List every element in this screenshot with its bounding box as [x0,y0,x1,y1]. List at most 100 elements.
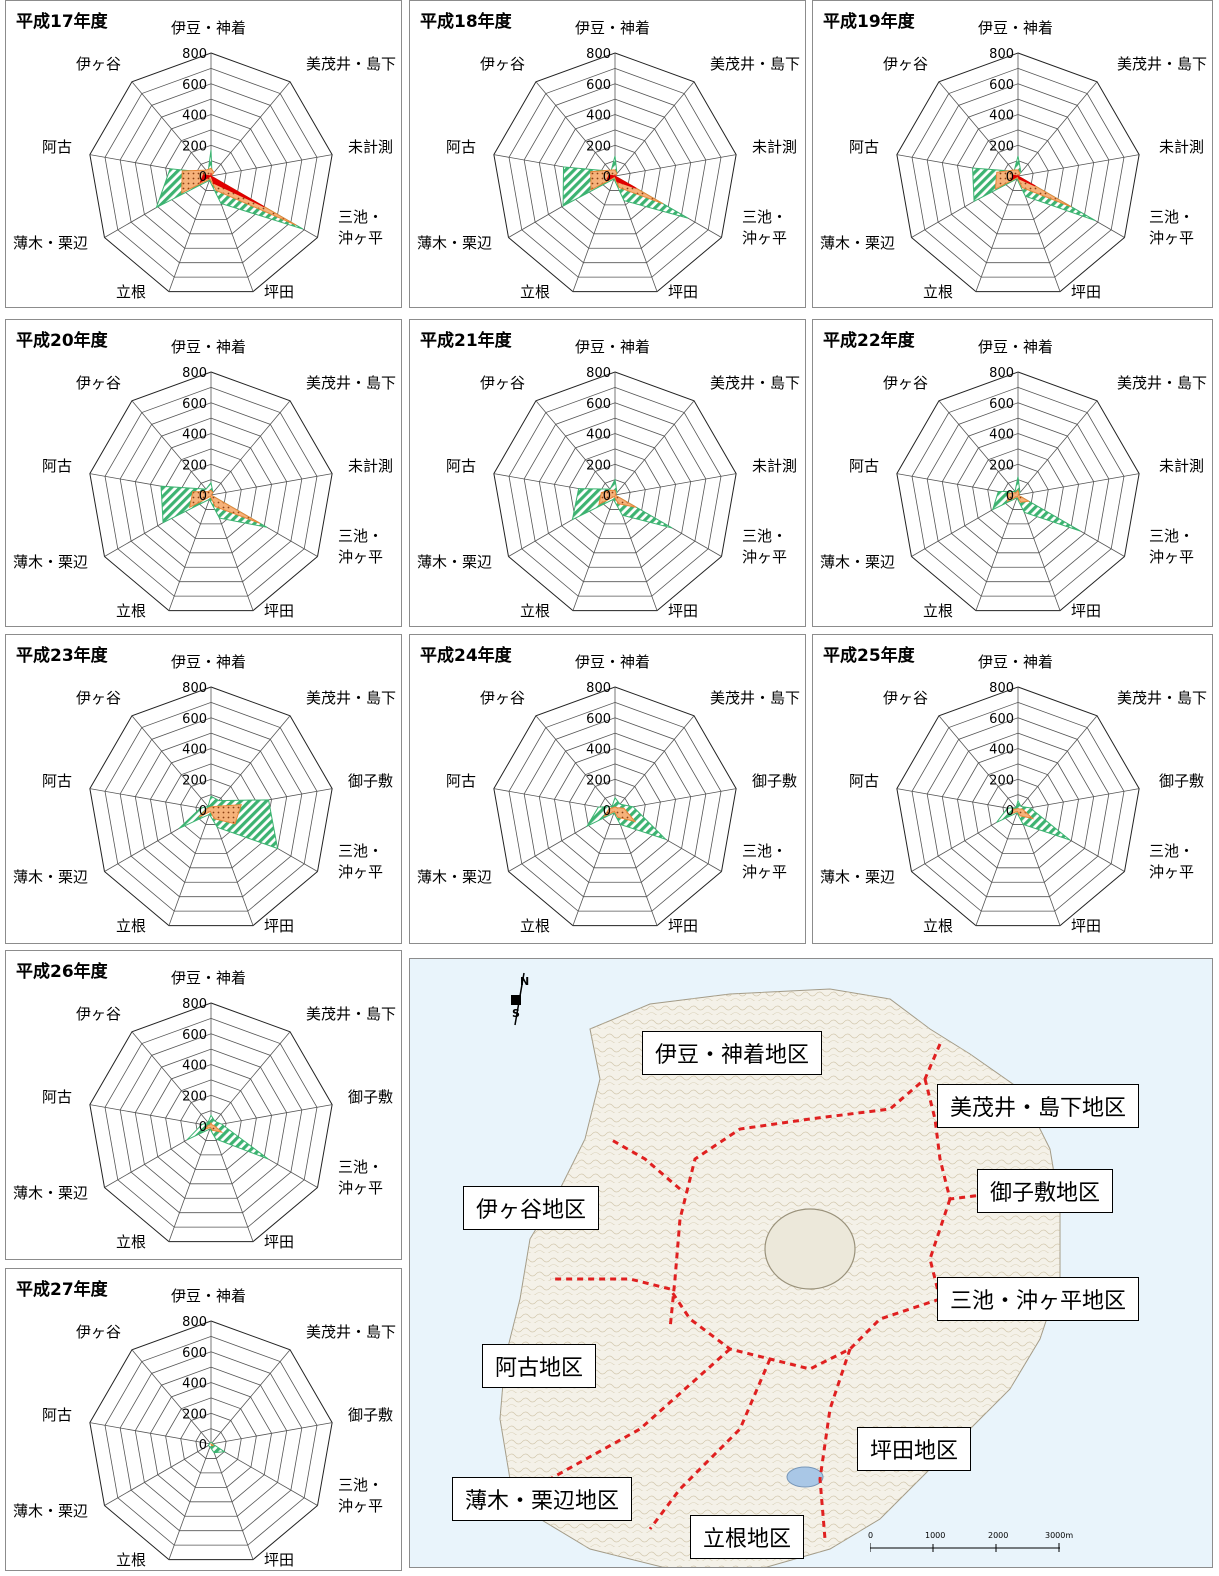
series-area-2 [181,167,297,226]
axis-label: 伊ヶ谷 [76,374,122,392]
tick-label: 400 [586,109,611,124]
axis-spoke [896,473,1019,496]
map-label-goshiki: 御子敷地区 [977,1169,1114,1213]
tick-label: 0 [1006,170,1014,185]
radar-chart: 0 200 400 600 800 [493,47,737,293]
grid-ring [104,386,318,597]
grid-ring [911,386,1125,597]
grid-ring [599,160,631,191]
map-label-izu: 伊豆・神着地区 [642,1031,823,1075]
axis-spoke [535,400,616,496]
axis-label: 立根 [520,917,551,935]
axis-spoke [975,809,1019,926]
grid-ring [896,371,1140,612]
axis-label: 御子敷 [347,772,393,790]
axis-label: 薄木・栗辺 [13,234,89,252]
chart-title: 平成23年度 [16,646,108,666]
grid-ring [165,1079,257,1170]
grid-ring [89,1002,333,1243]
grid-ring [987,144,1049,206]
axis-spoke [614,809,658,926]
axis-label: 伊ヶ谷 [480,55,526,73]
grid-ring [941,98,1095,249]
axis-label: 美茂井・島下 [305,689,396,707]
tick-label: 400 [182,428,207,443]
tick-label: 600 [182,1346,207,1361]
axis-label: 阿古 [42,772,73,790]
axis-label: 三池・ 沖ヶ平 [741,208,787,247]
axis-label: 美茂井・島下 [1116,374,1207,392]
grid-ring [911,67,1125,278]
axis-label: 伊豆・神着 [171,969,247,987]
axis-label: 坪田 [264,1233,295,1251]
grid-ring [180,778,242,840]
tick-label: 400 [989,743,1014,758]
chart-panel: 0 200 400 600 800 平成27年度 伊豆・神着 美茂井・島下 御子敷 三池・ 沖ヶ平… [5,1268,402,1571]
axis-label: 美茂井・島下 [305,55,396,73]
grid-ring [89,686,333,927]
series-area-2 [1010,807,1035,820]
grid-ring [896,52,1140,293]
grid-ring [195,1428,227,1459]
axis-label: 薄木・栗辺 [13,553,89,571]
chart-title: 平成22年度 [823,331,915,351]
axis-spoke [131,1349,212,1445]
tick-label: 400 [182,1377,207,1392]
radar-chart: 0 200 400 600 800 [493,366,737,612]
axis-label: 未計測 [347,457,393,475]
grid-ring [957,114,1079,235]
axis-label: 伊豆・神着 [575,338,651,356]
radar-chart: 0 200 400 600 800 [896,681,1140,927]
axis-spoke [210,1443,254,1560]
grid-ring [538,417,692,568]
axis-spoke [572,809,616,926]
grid-ring [508,701,722,912]
axis-spoke [1017,81,1098,177]
axis-spoke [493,788,616,811]
chart-title: 平成19年度 [823,12,915,32]
axis-label: 伊ヶ谷 [480,374,526,392]
axis-label: 薄木・栗辺 [820,553,896,571]
axis-label: 坪田 [1071,283,1102,301]
chart-title: 平成20年度 [16,331,108,351]
grid-ring [584,144,646,206]
grid-ring [569,129,661,220]
axis-label: 坪田 [264,917,295,935]
axis-label: 薄木・栗辺 [820,234,896,252]
tick-label: 400 [182,743,207,758]
series-area-3 [199,172,265,208]
tick-label: 0 [199,489,207,504]
axis-spoke [210,1422,333,1445]
axis-spoke [614,473,737,496]
series-area-2 [188,489,261,524]
tick-label: 800 [182,47,207,62]
grid-ring [599,479,631,510]
grid-ring [523,83,707,264]
grid-ring [195,160,227,191]
map-label-miike: 三池・沖ヶ平地区 [937,1277,1140,1321]
axis-label: 御子敷 [347,1406,393,1424]
map-label-tsubota: 坪田地区 [857,1427,972,1471]
axis-label: 立根 [520,283,551,301]
tick-label: 200 [182,139,207,154]
axis-spoke [89,1422,212,1445]
axis-spoke [168,494,212,611]
axis-label: 坪田 [264,602,295,620]
tick-label: 600 [182,1028,207,1043]
series-area-2 [994,169,1072,208]
series-area-3 [1010,174,1036,187]
axis-label: 薄木・栗辺 [417,553,493,571]
grid-ring [911,701,1125,912]
axis-label: 阿古 [42,457,73,475]
axis-spoke [210,1349,291,1445]
axis-label: 坪田 [264,283,295,301]
axis-label: 美茂井・島下 [709,55,800,73]
grid-ring [987,778,1049,840]
compass-south: S [512,1007,520,1020]
tick-label: 800 [182,1315,207,1330]
axis-spoke [1017,473,1140,496]
map-label-usuki: 薄木・栗辺地区 [452,1477,633,1521]
grid-ring [150,1382,272,1503]
north-arrow-icon [511,972,525,1026]
tick-label: 600 [182,78,207,93]
